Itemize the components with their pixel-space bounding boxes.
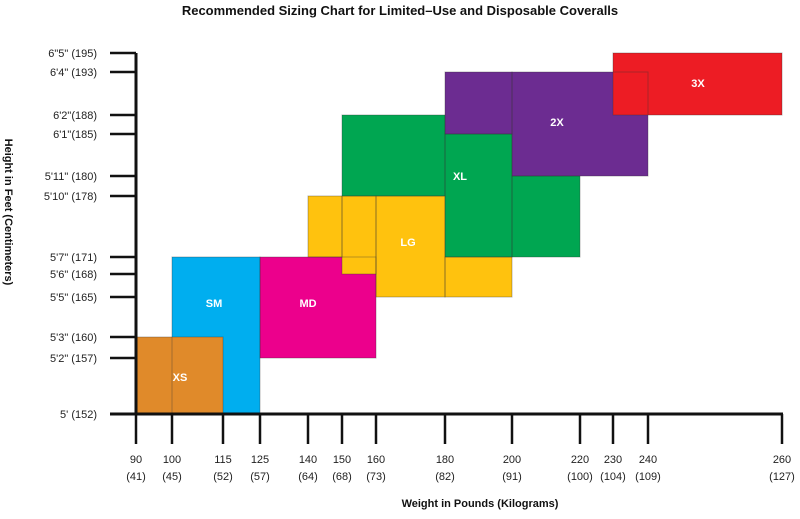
size-region-2x: [445, 72, 512, 134]
x-tick-label: 90: [130, 454, 142, 466]
size-region-outline: [511, 71, 649, 177]
size-region-lg: [342, 196, 376, 274]
y-tick-label: 5'3" (160): [50, 332, 97, 344]
x-tick-label: 200: [503, 454, 521, 466]
size-region-outline: [444, 133, 513, 258]
x-tick-sublabel: (100): [567, 471, 593, 483]
x-tick-label: 240: [639, 454, 657, 466]
y-tick-label: 5'10" (178): [44, 191, 97, 203]
x-tick-sublabel: (45): [162, 471, 182, 483]
size-region-outline: [307, 195, 343, 258]
x-tick-label: 180: [436, 454, 454, 466]
y-tick-label: 5'7" (171): [50, 252, 97, 264]
size-region-outline: [444, 256, 513, 298]
size-label-2x: 2X: [550, 117, 564, 129]
x-tick-sublabel: (127): [769, 471, 795, 483]
x-tick-label: 140: [299, 454, 317, 466]
size-label-xs: XS: [173, 372, 188, 384]
y-tick-label: 5'5" (165): [50, 292, 97, 304]
size-region-outline: [444, 71, 513, 135]
x-tick-sublabel: (104): [600, 471, 626, 483]
x-tick-label: 100: [163, 454, 181, 466]
x-tick-sublabel: (91): [502, 471, 522, 483]
x-tick-sublabel: (41): [126, 471, 146, 483]
x-tick-label: 160: [367, 454, 385, 466]
x-tick-label: 115: [214, 454, 232, 466]
x-tick-sublabel: (52): [213, 471, 233, 483]
size-region-lg: [376, 196, 445, 297]
x-tick-label: 230: [604, 454, 622, 466]
x-axis-label: Weight in Pounds (Kilograms): [401, 498, 559, 510]
y-tick-label: 5'11" (180): [45, 171, 97, 183]
x-tick-sublabel: (68): [332, 471, 352, 483]
size-region-outline: [511, 175, 581, 258]
x-tick-label: 260: [773, 454, 791, 466]
y-tick-label: 5' (152): [60, 409, 97, 421]
x-tick-sublabel: (109): [635, 471, 661, 483]
x-tick-sublabel: (73): [366, 471, 386, 483]
size-region-xl: [342, 115, 445, 196]
size-region-xl: [512, 176, 580, 257]
size-region-outline: [259, 256, 377, 359]
y-tick-label: 6"5" (195): [48, 48, 97, 60]
y-tick-label: 5'6" (168): [50, 269, 97, 281]
size-label-3x: 3X: [691, 78, 705, 90]
x-tick-label: 220: [571, 454, 589, 466]
x-tick-sublabel: (57): [250, 471, 270, 483]
size-region-outline: [612, 52, 783, 116]
size-region-outline: [341, 195, 377, 275]
size-label-sm: SM: [206, 298, 223, 310]
size-label-lg: LG: [400, 237, 415, 249]
size-label-md: MD: [299, 298, 316, 310]
y-tick-label: 6'2"(188): [53, 110, 97, 122]
size-region-xl: [445, 134, 512, 257]
size-label-xl: XL: [453, 171, 467, 183]
chart-title: Recommended Sizing Chart for Limited–Use…: [181, 3, 619, 18]
y-tick-label: 5'2" (157): [50, 353, 97, 365]
size-region-outline: [341, 114, 446, 197]
x-tick-label: 125: [251, 454, 269, 466]
size-region-lg: [445, 257, 512, 297]
size-region-outline: [375, 195, 446, 298]
x-tick-sublabel: (82): [435, 471, 455, 483]
size-region-xs: [136, 337, 223, 414]
y-tick-label: 6'1"(185): [53, 129, 97, 141]
x-tick-sublabel: (64): [298, 471, 318, 483]
x-tick-label: 150: [333, 454, 351, 466]
size-region-lg: [308, 196, 342, 257]
y-tick-label: 6'4" (193): [50, 67, 97, 79]
size-region-3x: [613, 53, 782, 115]
